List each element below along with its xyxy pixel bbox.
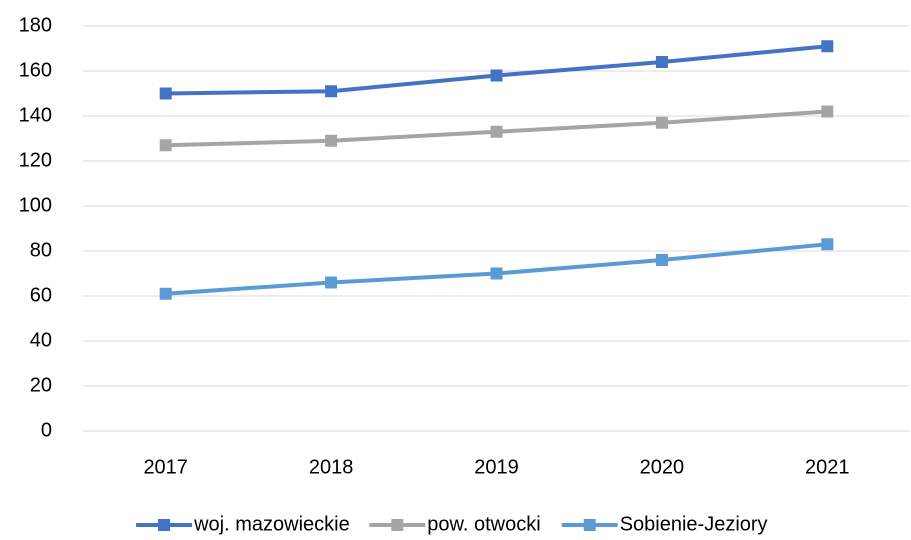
data-point xyxy=(821,238,834,251)
y-tick-label: 40 xyxy=(30,329,52,351)
x-tick-label: 2017 xyxy=(143,456,188,478)
data-point xyxy=(159,87,172,100)
y-tick-label: 180 xyxy=(19,14,52,36)
y-tick-label: 0 xyxy=(41,419,52,441)
data-point xyxy=(490,125,503,138)
y-tick-label: 160 xyxy=(19,59,52,81)
data-point xyxy=(325,134,338,147)
x-tick-label: 2020 xyxy=(640,456,685,478)
legend-marker xyxy=(583,519,596,531)
data-point xyxy=(821,40,834,53)
data-point xyxy=(159,139,172,152)
y-tick-label: 100 xyxy=(19,194,52,216)
x-tick-label: 2019 xyxy=(474,456,519,478)
y-tick-label: 20 xyxy=(30,374,52,396)
legend-marker xyxy=(158,519,171,531)
data-point xyxy=(159,287,172,300)
legend-label: pow. otwocki xyxy=(427,513,540,535)
data-point xyxy=(490,267,503,280)
data-point xyxy=(821,105,834,118)
legend-marker xyxy=(391,519,404,531)
legend-label: Sobienie-Jeziory xyxy=(620,513,768,535)
x-tick-label: 2021 xyxy=(805,456,850,478)
y-tick-label: 80 xyxy=(30,239,52,261)
data-point xyxy=(655,56,668,68)
legend-label: woj. mazowieckie xyxy=(193,513,350,535)
y-tick-label: 140 xyxy=(19,104,52,126)
y-tick-label: 120 xyxy=(19,149,52,171)
data-point xyxy=(325,85,338,98)
data-point xyxy=(655,254,668,266)
data-point xyxy=(325,276,338,289)
x-tick-label: 2018 xyxy=(309,456,354,478)
y-tick-label: 60 xyxy=(30,284,52,306)
data-point xyxy=(655,116,668,129)
data-point xyxy=(490,69,503,82)
